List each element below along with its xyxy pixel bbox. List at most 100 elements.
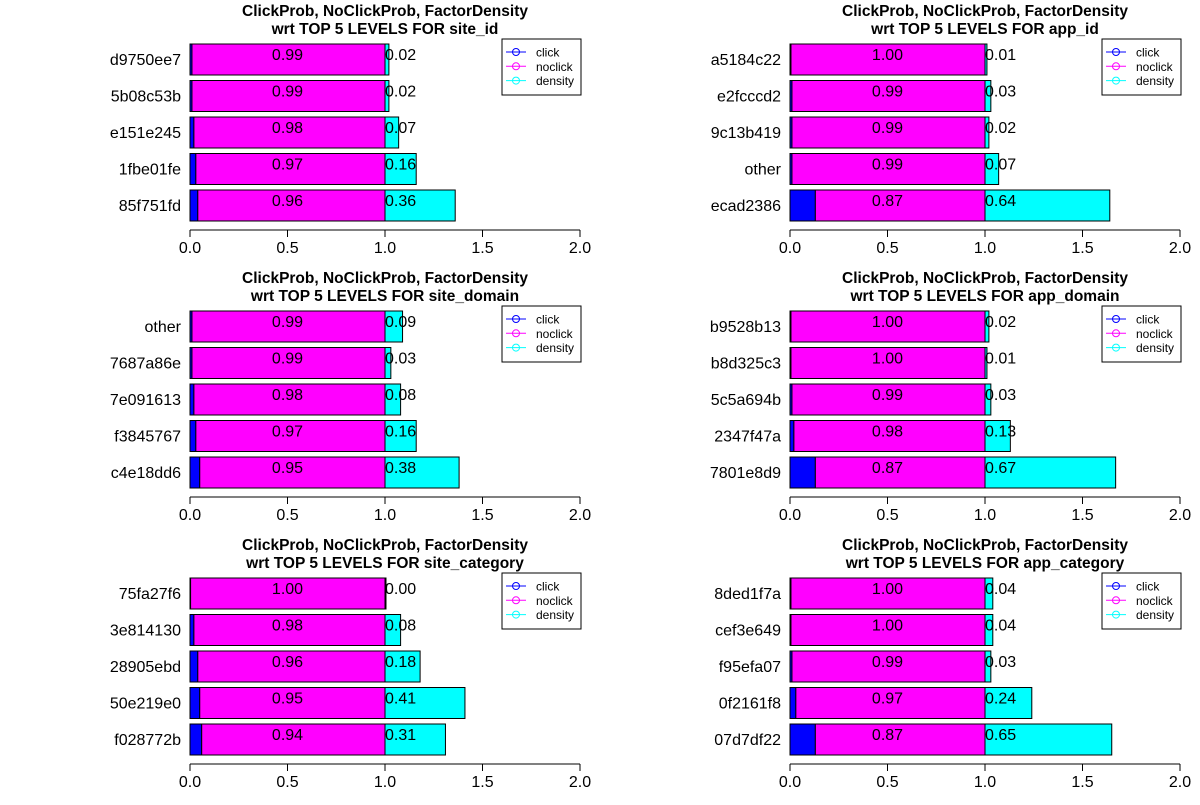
data-label-noclick: 1.00 bbox=[272, 581, 303, 598]
legend-label: density bbox=[536, 74, 574, 88]
data-label-noclick: 0.99 bbox=[872, 157, 903, 174]
x-tick-label: 2.0 bbox=[569, 240, 591, 257]
bar-click bbox=[189, 687, 201, 719]
data-label-density: 0.04 bbox=[985, 581, 1016, 598]
data-label-noclick: 0.99 bbox=[872, 120, 903, 137]
data-label-density: 0.31 bbox=[385, 727, 416, 744]
bar-click bbox=[189, 420, 197, 452]
data-label-density: 0.07 bbox=[385, 120, 416, 137]
x-tick-label: 1.0 bbox=[974, 240, 996, 257]
category-label: e151e245 bbox=[110, 125, 181, 142]
x-tick-label: 1.5 bbox=[471, 774, 493, 791]
data-label-density: 0.08 bbox=[385, 618, 416, 635]
category-label: d9750ee7 bbox=[110, 52, 181, 69]
bar-density bbox=[384, 456, 460, 489]
bar-click bbox=[189, 189, 199, 222]
legend-label: density bbox=[1136, 341, 1174, 355]
bar-noclick bbox=[790, 347, 987, 379]
x-tick-label: 1.5 bbox=[1071, 774, 1093, 791]
data-label-density: 0.36 bbox=[385, 193, 416, 210]
legend-label: density bbox=[536, 341, 574, 355]
data-label-density: 0.02 bbox=[985, 314, 1016, 331]
data-label-noclick: 1.00 bbox=[872, 581, 903, 598]
chart-title: ClickProb, NoClickProb, FactorDensity bbox=[842, 270, 1128, 287]
legend-label: click bbox=[536, 313, 560, 327]
bar-density bbox=[384, 420, 417, 452]
legend-swatch-marker bbox=[512, 76, 520, 85]
bar-noclick bbox=[191, 310, 386, 343]
x-tick-label: 1.0 bbox=[374, 240, 396, 257]
bar-noclick bbox=[790, 614, 987, 646]
bar-density bbox=[984, 383, 992, 416]
data-label-noclick: 0.94 bbox=[272, 727, 303, 744]
bar-click bbox=[189, 614, 195, 646]
bar-click bbox=[189, 456, 201, 489]
category-label: 2347f47a bbox=[714, 429, 781, 446]
chart-panel: ClickProb, NoClickProb, FactorDensitywrt… bbox=[714, 537, 1191, 791]
data-label-noclick: 1.00 bbox=[872, 47, 903, 64]
legend-label: click bbox=[536, 46, 560, 60]
data-label-noclick: 0.99 bbox=[272, 351, 303, 368]
x-tick-label: 0.5 bbox=[276, 507, 298, 524]
bar-click bbox=[789, 723, 816, 756]
legend-swatch-marker bbox=[1112, 596, 1120, 605]
legend-swatch-marker bbox=[1112, 329, 1120, 338]
category-label: ecad2386 bbox=[711, 198, 781, 215]
x-tick-label: 0.0 bbox=[779, 507, 801, 524]
bar-density bbox=[384, 614, 402, 646]
data-label-noclick: 0.98 bbox=[872, 424, 903, 441]
data-label-noclick: 0.99 bbox=[872, 654, 903, 671]
legend-swatch-marker bbox=[1112, 582, 1120, 590]
chart-title: ClickProb, NoClickProb, FactorDensity bbox=[842, 3, 1128, 20]
category-label: b9528b13 bbox=[710, 319, 781, 336]
bar-density bbox=[984, 80, 992, 112]
bar-noclick bbox=[790, 43, 987, 76]
bar-density bbox=[384, 347, 392, 379]
x-tick-label: 1.5 bbox=[471, 507, 493, 524]
bar-noclick bbox=[197, 650, 386, 683]
category-label: 5c5a694b bbox=[711, 392, 781, 409]
bar-click bbox=[189, 153, 197, 185]
bar-density bbox=[984, 310, 990, 343]
bar-density bbox=[984, 189, 1111, 222]
legend-label: density bbox=[536, 608, 574, 622]
chart-subtitle: wrt TOP 5 LEVELS FOR site_id bbox=[271, 21, 499, 38]
bar-noclick bbox=[201, 723, 386, 756]
category-label: 1fbe01fe bbox=[119, 162, 181, 179]
bar-density bbox=[984, 687, 1033, 719]
legend-label: click bbox=[1136, 46, 1160, 60]
category-label: b8d325c3 bbox=[711, 356, 781, 373]
category-label: f3845767 bbox=[114, 429, 181, 446]
data-label-noclick: 0.95 bbox=[272, 460, 303, 477]
x-tick-label: 2.0 bbox=[1169, 507, 1191, 524]
data-label-density: 0.02 bbox=[985, 120, 1016, 137]
chart-subtitle: wrt TOP 5 LEVELS FOR site_category bbox=[245, 555, 524, 572]
data-label-noclick: 0.96 bbox=[272, 654, 303, 671]
bar-density bbox=[384, 577, 387, 610]
bar-click bbox=[789, 456, 816, 489]
bar-density bbox=[384, 687, 466, 719]
x-tick-label: 2.0 bbox=[1169, 774, 1191, 791]
data-label-density: 0.03 bbox=[985, 84, 1016, 101]
x-tick-label: 2.0 bbox=[1169, 240, 1191, 257]
bar-click bbox=[789, 420, 795, 452]
data-label-density: 0.08 bbox=[385, 387, 416, 404]
category-label: 7687a86e bbox=[110, 356, 181, 373]
data-label-noclick: 0.98 bbox=[272, 618, 303, 635]
legend-swatch-marker bbox=[512, 48, 520, 56]
bar-noclick bbox=[195, 153, 386, 185]
bar-noclick bbox=[791, 116, 986, 149]
data-label-noclick: 0.96 bbox=[272, 193, 303, 210]
data-label-density: 0.16 bbox=[385, 424, 416, 441]
legend-label: density bbox=[1136, 74, 1174, 88]
legend-swatch-marker bbox=[512, 329, 520, 338]
bar-density bbox=[984, 347, 988, 379]
category-label: f028772b bbox=[114, 732, 181, 749]
bar-density bbox=[984, 456, 1117, 489]
bar-noclick bbox=[791, 153, 986, 185]
chart-subtitle: wrt TOP 5 LEVELS FOR app_id bbox=[870, 21, 1099, 38]
x-tick-label: 1.5 bbox=[1071, 507, 1093, 524]
bar-density bbox=[384, 116, 400, 149]
x-tick-label: 0.5 bbox=[876, 507, 898, 524]
